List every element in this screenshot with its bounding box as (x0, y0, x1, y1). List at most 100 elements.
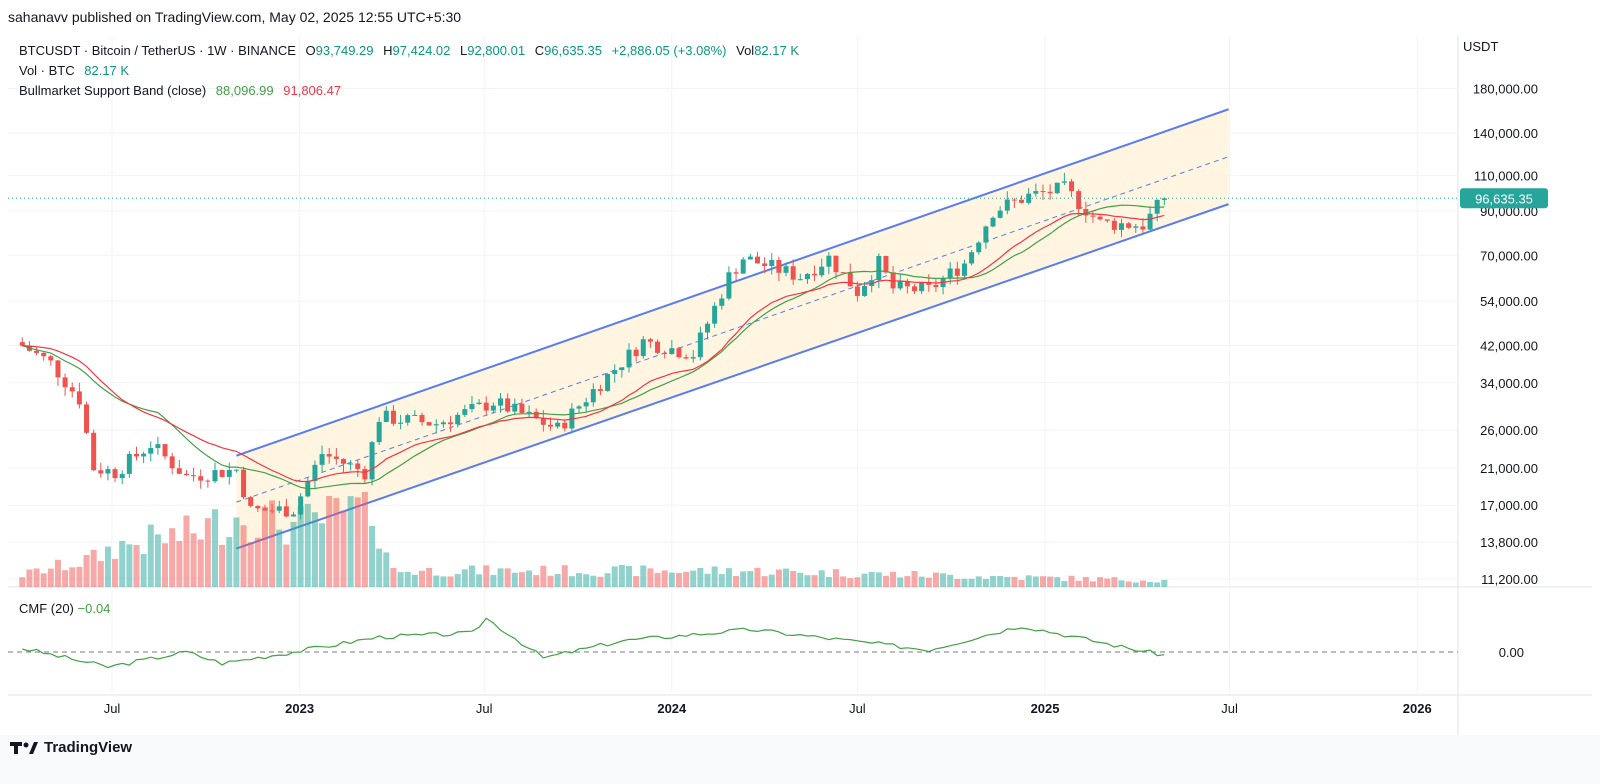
candle-body[interactable] (219, 470, 225, 477)
candle-body[interactable] (476, 402, 482, 405)
candle-body[interactable] (697, 332, 703, 358)
candle-body[interactable] (862, 285, 868, 296)
chart-svg[interactable]: 180,000.00140,000.00110,000.0090,000.007… (8, 35, 1592, 735)
candle-body[interactable] (41, 352, 47, 357)
candle-body[interactable] (683, 357, 689, 359)
candle-body[interactable] (369, 442, 375, 480)
candle-body[interactable] (340, 458, 346, 464)
candle-body[interactable] (662, 352, 668, 354)
candle-body[interactable] (162, 444, 168, 457)
candle-body[interactable] (705, 323, 711, 333)
candle-body[interactable] (1011, 199, 1017, 201)
candle-body[interactable] (1140, 226, 1146, 230)
chart-area[interactable]: 180,000.00 140,000.00 110,000.00 90,000.00 7… (8, 35, 1592, 745)
candle-body[interactable] (769, 259, 775, 267)
candle-body[interactable] (712, 305, 718, 324)
candle-body[interactable] (262, 508, 268, 511)
candle-body[interactable] (398, 422, 404, 424)
band-label[interactable]: Bullmarket Support Band (close) (19, 83, 207, 98)
candle-body[interactable] (1040, 191, 1046, 193)
candle-body[interactable] (733, 272, 739, 274)
tradingview-logo[interactable]: TradingView (10, 739, 132, 756)
candle-body[interactable] (84, 404, 90, 433)
candle-body[interactable] (426, 422, 432, 426)
candle-body[interactable] (762, 263, 768, 267)
candle-body[interactable] (298, 496, 304, 515)
candle-body[interactable] (576, 406, 582, 409)
candle-body[interactable] (390, 410, 396, 424)
candle-body[interactable] (847, 272, 853, 287)
candle-body[interactable] (1004, 199, 1010, 211)
candle-body[interactable] (904, 281, 910, 287)
candle-body[interactable] (183, 473, 189, 476)
candle-body[interactable] (1076, 191, 1082, 210)
candle-body[interactable] (740, 259, 746, 274)
candle-body[interactable] (440, 422, 446, 425)
candle-body[interactable] (98, 470, 104, 474)
candle-body[interactable] (997, 210, 1003, 218)
candle-body[interactable] (540, 418, 546, 425)
candle-body[interactable] (926, 282, 932, 285)
candle-body[interactable] (1083, 209, 1089, 216)
candle-body[interactable] (919, 282, 925, 292)
candle-body[interactable] (433, 424, 439, 426)
candle-body[interactable] (597, 389, 603, 391)
currency-label[interactable]: USDT (1463, 39, 1499, 54)
candle-body[interactable] (312, 464, 318, 481)
candle-body[interactable] (241, 469, 247, 498)
candle-body[interactable] (226, 469, 232, 477)
symbol-label[interactable]: BTCUSDT · Bitcoin / TetherUS · 1W · BINA… (19, 43, 296, 58)
candle-body[interactable] (555, 422, 561, 427)
candle-body[interactable] (133, 453, 139, 457)
candle-body[interactable] (1104, 219, 1110, 221)
candle-body[interactable] (976, 242, 982, 253)
candle-body[interactable] (355, 463, 361, 469)
candle-body[interactable] (854, 286, 860, 296)
candle-body[interactable] (169, 456, 175, 469)
candle-body[interactable] (669, 348, 675, 354)
candle-body[interactable] (291, 514, 297, 517)
candle-body[interactable] (326, 454, 332, 457)
candle-body[interactable] (747, 256, 753, 260)
candle-body[interactable] (833, 255, 839, 273)
candle-body[interactable] (419, 414, 425, 423)
candle-body[interactable] (547, 424, 553, 427)
candle-body[interactable] (583, 402, 589, 407)
candle-body[interactable] (512, 403, 518, 412)
candle-body[interactable] (1119, 223, 1125, 230)
volume-series-label[interactable]: Vol · BTC (19, 63, 75, 78)
candle-body[interactable] (55, 360, 61, 378)
candle-body[interactable] (255, 505, 261, 509)
candle-body[interactable] (455, 414, 461, 425)
candle-body[interactable] (983, 226, 989, 243)
candle-body[interactable] (1090, 215, 1096, 217)
candle-body[interactable] (148, 448, 154, 454)
candle-body[interactable] (883, 255, 889, 273)
candle-body[interactable] (533, 411, 539, 419)
channel-lower-line[interactable] (236, 203, 1229, 550)
candle-body[interactable] (876, 255, 882, 281)
candle-body[interactable] (590, 389, 596, 403)
candle-body[interactable] (112, 469, 118, 479)
candle-body[interactable] (176, 468, 182, 474)
candle-body[interactable] (412, 414, 418, 416)
candle-body[interactable] (212, 470, 218, 482)
candle-body[interactable] (1147, 213, 1153, 230)
candle-body[interactable] (612, 370, 618, 374)
candle-body[interactable] (269, 510, 275, 512)
candle-body[interactable] (48, 356, 54, 361)
candle-body[interactable] (1111, 220, 1117, 230)
candle-body[interactable] (647, 339, 653, 342)
candle-body[interactable] (719, 298, 725, 306)
candle-body[interactable] (526, 411, 532, 414)
candle-body[interactable] (655, 341, 661, 353)
candle-body[interactable] (933, 284, 939, 288)
candle-body[interactable] (776, 259, 782, 273)
candle-body[interactable] (790, 266, 796, 280)
candle-body[interactable] (961, 263, 967, 276)
candle-body[interactable] (405, 415, 411, 423)
candle-body[interactable] (233, 469, 239, 471)
candle-body[interactable] (804, 273, 810, 280)
channel-upper-line[interactable] (236, 108, 1229, 457)
candle-body[interactable] (969, 252, 975, 264)
